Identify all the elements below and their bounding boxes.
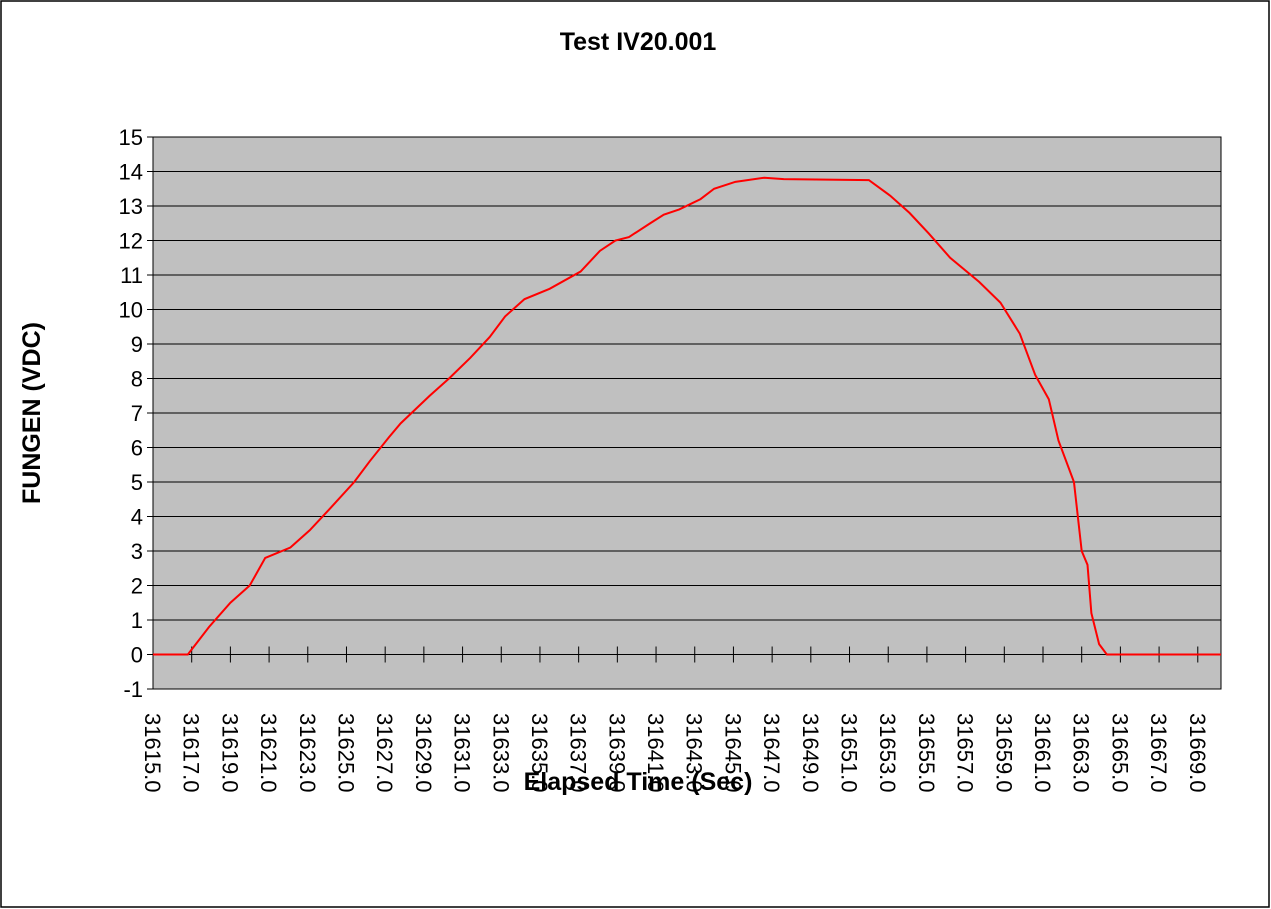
x-tick-label: 31661.0: [1030, 713, 1055, 793]
x-tick-label: 31631.0: [450, 713, 475, 793]
x-tick-label: 31649.0: [798, 713, 823, 793]
x-tick-label: 31637.0: [566, 713, 591, 793]
y-tick-label: 10: [119, 298, 143, 323]
x-tick-label: 31665.0: [1107, 713, 1132, 793]
y-tick-label: 7: [131, 401, 143, 426]
x-tick-label: 31645.0: [720, 713, 745, 793]
x-tick-label: 31627.0: [372, 713, 397, 793]
y-tick-label: 5: [131, 470, 143, 495]
x-tick-label: 31667.0: [1146, 713, 1171, 793]
x-tick-label: 31659.0: [991, 713, 1016, 793]
y-tick-label: 8: [131, 367, 143, 392]
y-tick-label: 15: [119, 125, 143, 150]
x-tick-label: 31669.0: [1185, 713, 1210, 793]
x-tick-label: 31635.0: [527, 713, 552, 793]
x-tick-label: 31633.0: [488, 713, 513, 793]
y-tick-label: 9: [131, 332, 143, 357]
x-tick-label: 31657.0: [953, 713, 978, 793]
y-tick-label: 14: [119, 160, 143, 185]
y-tick-label: 11: [120, 263, 143, 288]
chart-title: Test IV20.001: [560, 28, 717, 56]
y-tick-label: 12: [119, 229, 143, 254]
x-axis-label: Elapsed Time (Sec): [524, 768, 753, 796]
x-tick-label: 31625.0: [333, 713, 358, 793]
y-axis-label: FUNGEN (VDC): [18, 322, 46, 504]
y-tick-label: 3: [131, 539, 143, 564]
data-line: [153, 176, 1221, 656]
x-tick-label: 31617.0: [179, 713, 204, 793]
x-tick-label: 31623.0: [295, 713, 320, 793]
x-tick-label: 31629.0: [411, 713, 436, 793]
x-tick-label: 31615.0: [140, 713, 165, 793]
x-tick-label: 31639.0: [604, 713, 629, 793]
x-tick-label: 31643.0: [682, 713, 707, 793]
y-tick-label: 2: [131, 574, 143, 599]
x-tick-label: 31663.0: [1069, 713, 1094, 793]
x-tick-label: 31647.0: [759, 713, 784, 793]
x-tick-label: 31641.0: [643, 713, 668, 793]
x-tick-label: 31621.0: [256, 713, 281, 793]
x-tick-label: 31651.0: [837, 713, 862, 793]
y-tick-label: 13: [119, 194, 143, 219]
y-tick-label: 0: [131, 643, 143, 668]
y-tick-label: -1: [123, 677, 143, 702]
x-tick-label: 31655.0: [914, 713, 939, 793]
y-tick-label: 6: [131, 436, 143, 461]
y-tick-label: 4: [131, 505, 143, 530]
y-tick-label: 1: [131, 608, 143, 633]
x-tick-label: 31653.0: [875, 713, 900, 793]
x-tick-label: 31619.0: [217, 713, 242, 793]
